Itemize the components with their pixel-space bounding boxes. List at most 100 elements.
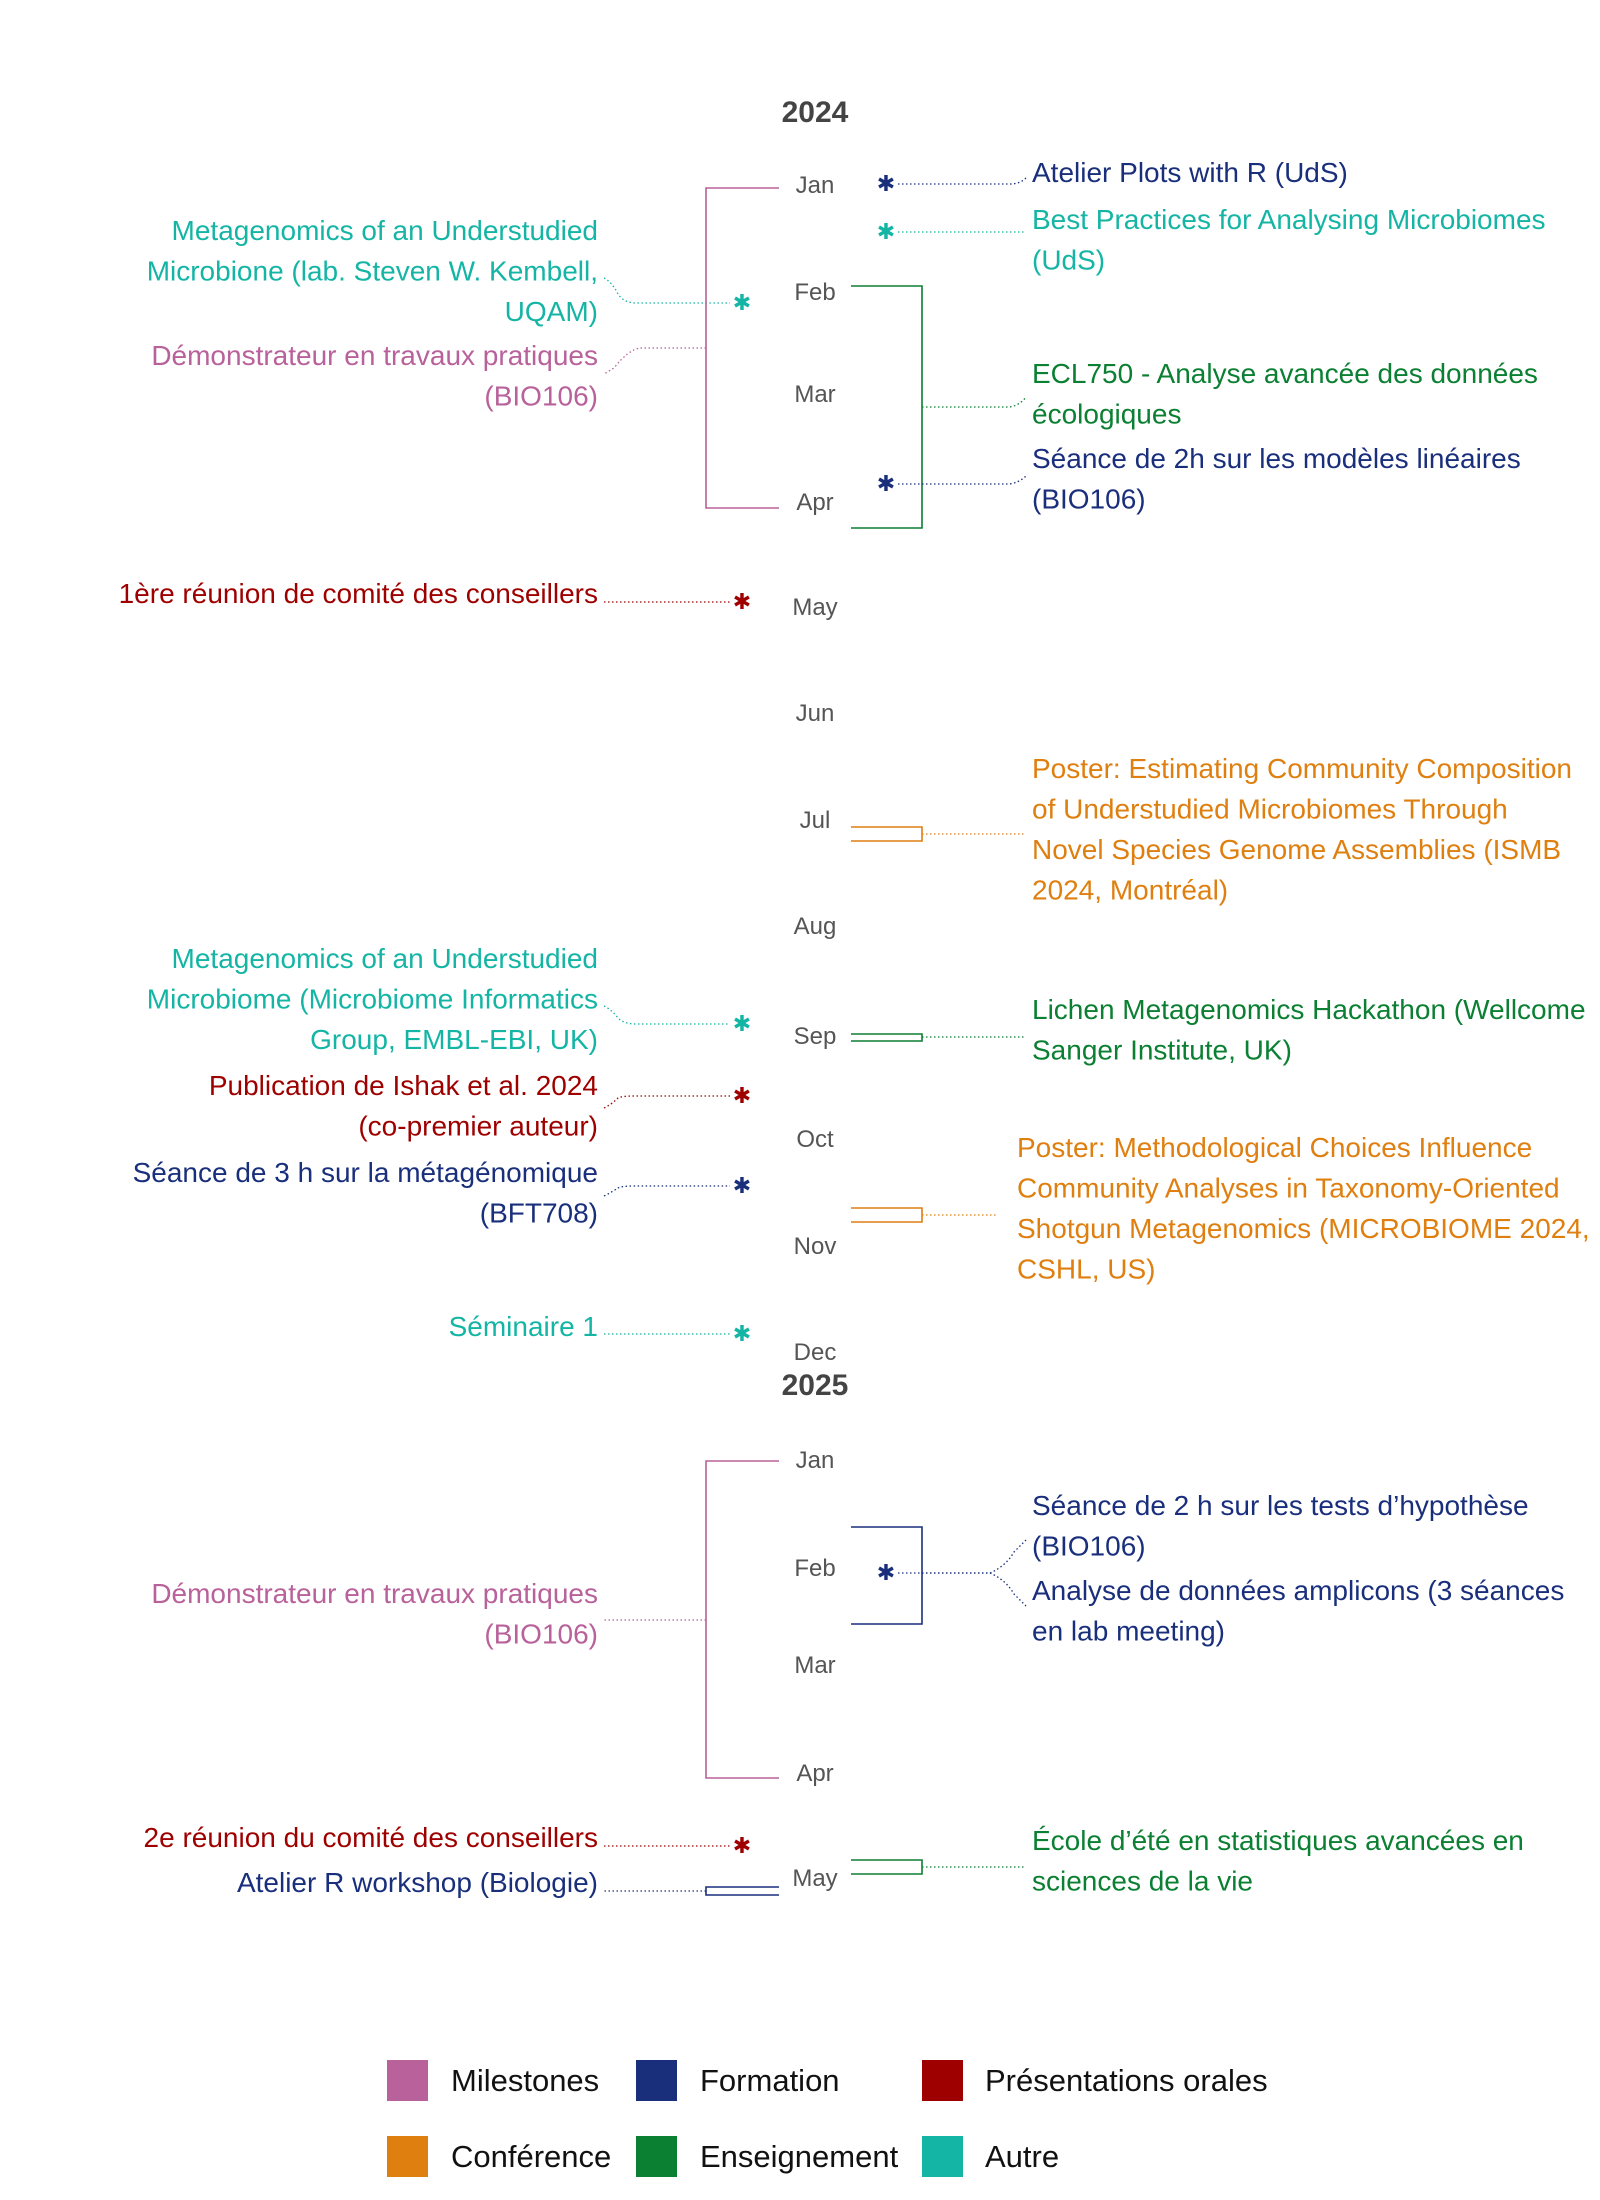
period-bracket <box>851 1526 923 1625</box>
event-label-line: en lab meeting) <box>1032 1616 1225 1647</box>
period-bracket <box>851 1033 923 1042</box>
year-header-2024: 2024 <box>782 96 849 129</box>
event-label-line: ECL750 - Analyse avancée des données <box>1032 358 1538 389</box>
legend-label: Enseignement <box>700 2139 899 2174</box>
event-label-line: Sanger Institute, UK) <box>1032 1035 1292 1066</box>
asterisk-marker-icon: ✱ <box>733 1174 751 1199</box>
event-label: Séance de 2 h sur les tests d’hypothèse (… <box>1032 1490 1529 1562</box>
legend-item-enseignement: Enseignement <box>636 2136 899 2177</box>
legend-swatch <box>636 2136 677 2177</box>
event-connector <box>898 1539 1027 1574</box>
event-label: Atelier Plots with R (UdS) <box>1032 157 1348 188</box>
asterisk-marker-icon: ✱ <box>733 1322 751 1347</box>
event-label-line: Analyse de données amplicons (3 séances <box>1032 1575 1564 1606</box>
asterisk-marker-icon: ✱ <box>877 172 895 197</box>
event-label-line: Atelier R workshop (Biologie) <box>237 1867 598 1898</box>
event-label-line: Séance de 2 h sur les tests d’hypothèse <box>1032 1490 1529 1521</box>
event-label-line: Séance de 3 h sur la métagénomique <box>133 1157 598 1188</box>
month-label-mar-2024: Mar <box>794 381 835 408</box>
timeline-event: ✱ Atelier Plots with R (UdS) <box>877 157 1348 197</box>
month-label-dec-2024: Dec <box>794 1339 837 1366</box>
timeline-event: ✱ Best Practices for Analysing Microbiome… <box>877 204 1546 276</box>
period-bracket <box>705 187 779 509</box>
event-connector <box>898 475 1027 485</box>
event-connector <box>922 396 1027 408</box>
timeline-event: Lichen Metagenomics Hackathon (Wellcome S… <box>851 994 1586 1066</box>
legend-swatch <box>387 2136 428 2177</box>
legend-swatch <box>922 2136 963 2177</box>
event-label-line: Metagenomics of an Understudied <box>172 943 598 974</box>
month-label-oct-2024: Oct <box>796 1126 834 1153</box>
event-label: Best Practices for Analysing Microbiomes… <box>1032 204 1546 276</box>
event-label-line: Poster: Methodological Choices Influence <box>1017 1132 1532 1163</box>
event-label: Analyse de données amplicons (3 séances e… <box>1032 1575 1564 1647</box>
month-label-jan-2024: Jan <box>796 172 835 199</box>
legend-label: Conférence <box>451 2139 611 2174</box>
timeline-event: ✱ Publication de Ishak et al. 2024 (co-pre… <box>209 1070 751 1142</box>
event-label-line: (BFT708) <box>480 1198 598 1229</box>
month-label-aug-2024: Aug <box>794 913 837 940</box>
event-connector <box>603 1005 730 1025</box>
legend-swatch <box>387 2060 428 2101</box>
month-label-mar-2025: Mar <box>794 1652 835 1679</box>
timeline-event: ✱ 2e réunion du comité des conseillers <box>144 1822 752 1859</box>
timeline-event: ✱ Metagenomics of an Understudied Microbio… <box>147 215 752 327</box>
event-label-line: écologiques <box>1032 399 1181 430</box>
month-label-feb-2025: Feb <box>794 1555 835 1582</box>
event-connector <box>603 277 730 304</box>
asterisk-marker-icon: ✱ <box>877 472 895 497</box>
event-label-line: Séance de 2h sur les modèles linéaires <box>1032 443 1521 474</box>
event-label-line: of Understudied Microbiomes Through <box>1032 794 1508 825</box>
asterisk-marker-icon: ✱ <box>733 1834 751 1859</box>
month-label-apr-2024: Apr <box>796 489 833 516</box>
event-label: Séance de 2h sur les modèles linéaires (B… <box>1032 443 1521 515</box>
event-label-line: Microbiome (Microbiome Informatics <box>147 984 598 1015</box>
event-label: Atelier R workshop (Biologie) <box>237 1867 598 1898</box>
timeline-event: Analyse de données amplicons (3 séances e… <box>851 1526 1564 1647</box>
event-label-line: (BIO106) <box>1032 484 1146 515</box>
event-label: Metagenomics of an Understudied Microbion… <box>147 215 598 327</box>
event-label-line: Publication de Ishak et al. 2024 <box>209 1070 598 1101</box>
timeline-event: ✱ Séance de 2h sur les modèles linéaires (… <box>877 443 1521 515</box>
event-label: École d’été en statistiques avancées en s… <box>1032 1825 1524 1897</box>
timeline-event: Démonstrateur en travaux pratiques (BIO10… <box>151 1460 779 1779</box>
event-label-line: Atelier Plots with R (UdS) <box>1032 157 1348 188</box>
period-bracket <box>851 826 923 842</box>
legend-label: Formation <box>700 2063 840 2098</box>
event-label-line: Démonstrateur en travaux pratiques <box>151 1578 598 1609</box>
asterisk-marker-icon: ✱ <box>733 1084 751 1109</box>
month-label-feb-2024: Feb <box>794 279 835 306</box>
event-label-line: Metagenomics of an Understudied <box>172 215 598 246</box>
timeline-events: ✱ Atelier Plots with R (UdS) ✱ Best Practic… <box>119 157 1590 1898</box>
event-label-line: Community Analyses in Taxonomy-Oriented <box>1017 1173 1560 1204</box>
legend-swatch <box>922 2060 963 2101</box>
event-label-line: Microbione (lab. Steven W. Kembell, <box>147 256 598 287</box>
event-label-line: (BIO106) <box>1032 1531 1146 1562</box>
asterisk-marker-icon: ✱ <box>877 220 895 245</box>
period-bracket <box>851 285 923 529</box>
event-label-line: Novel Species Genome Assemblies (ISMB <box>1032 834 1561 865</box>
event-label-line: (co-premier auteur) <box>358 1111 598 1142</box>
month-label-may-2025: May <box>792 1865 837 1892</box>
period-bracket <box>705 1886 779 1896</box>
event-label-line: UQAM) <box>505 296 598 327</box>
timeline-event: Poster: Estimating Community Composition… <box>851 753 1572 906</box>
timeline-event: École d’été en statistiques avancées en s… <box>851 1825 1524 1897</box>
event-label: Metagenomics of an Understudied Microbiom… <box>147 943 598 1055</box>
legend-item-presentations: Présentations orales <box>922 2060 1268 2101</box>
month-label-jun-2024: Jun <box>796 700 835 727</box>
event-connector <box>603 1095 730 1109</box>
event-label: 2e réunion du comité des conseillers <box>144 1822 598 1853</box>
timeline-event: ECL750 - Analyse avancée des données écol… <box>851 285 1538 529</box>
month-label-apr-2025: Apr <box>796 1760 833 1787</box>
event-connector <box>603 1185 730 1197</box>
legend-item-conference: Conférence <box>387 2136 611 2177</box>
event-label-line: École d’été en statistiques avancées en <box>1032 1825 1524 1856</box>
event-label-line: (UdS) <box>1032 245 1105 276</box>
event-connector <box>603 347 706 375</box>
asterisk-marker-icon: ✱ <box>877 1561 895 1586</box>
year-headers: 2024 2025 <box>782 96 849 1402</box>
event-label: Publication de Ishak et al. 2024 (co-prem… <box>209 1070 598 1142</box>
legend: Milestones Formation Présentations orales C… <box>387 2060 1268 2177</box>
